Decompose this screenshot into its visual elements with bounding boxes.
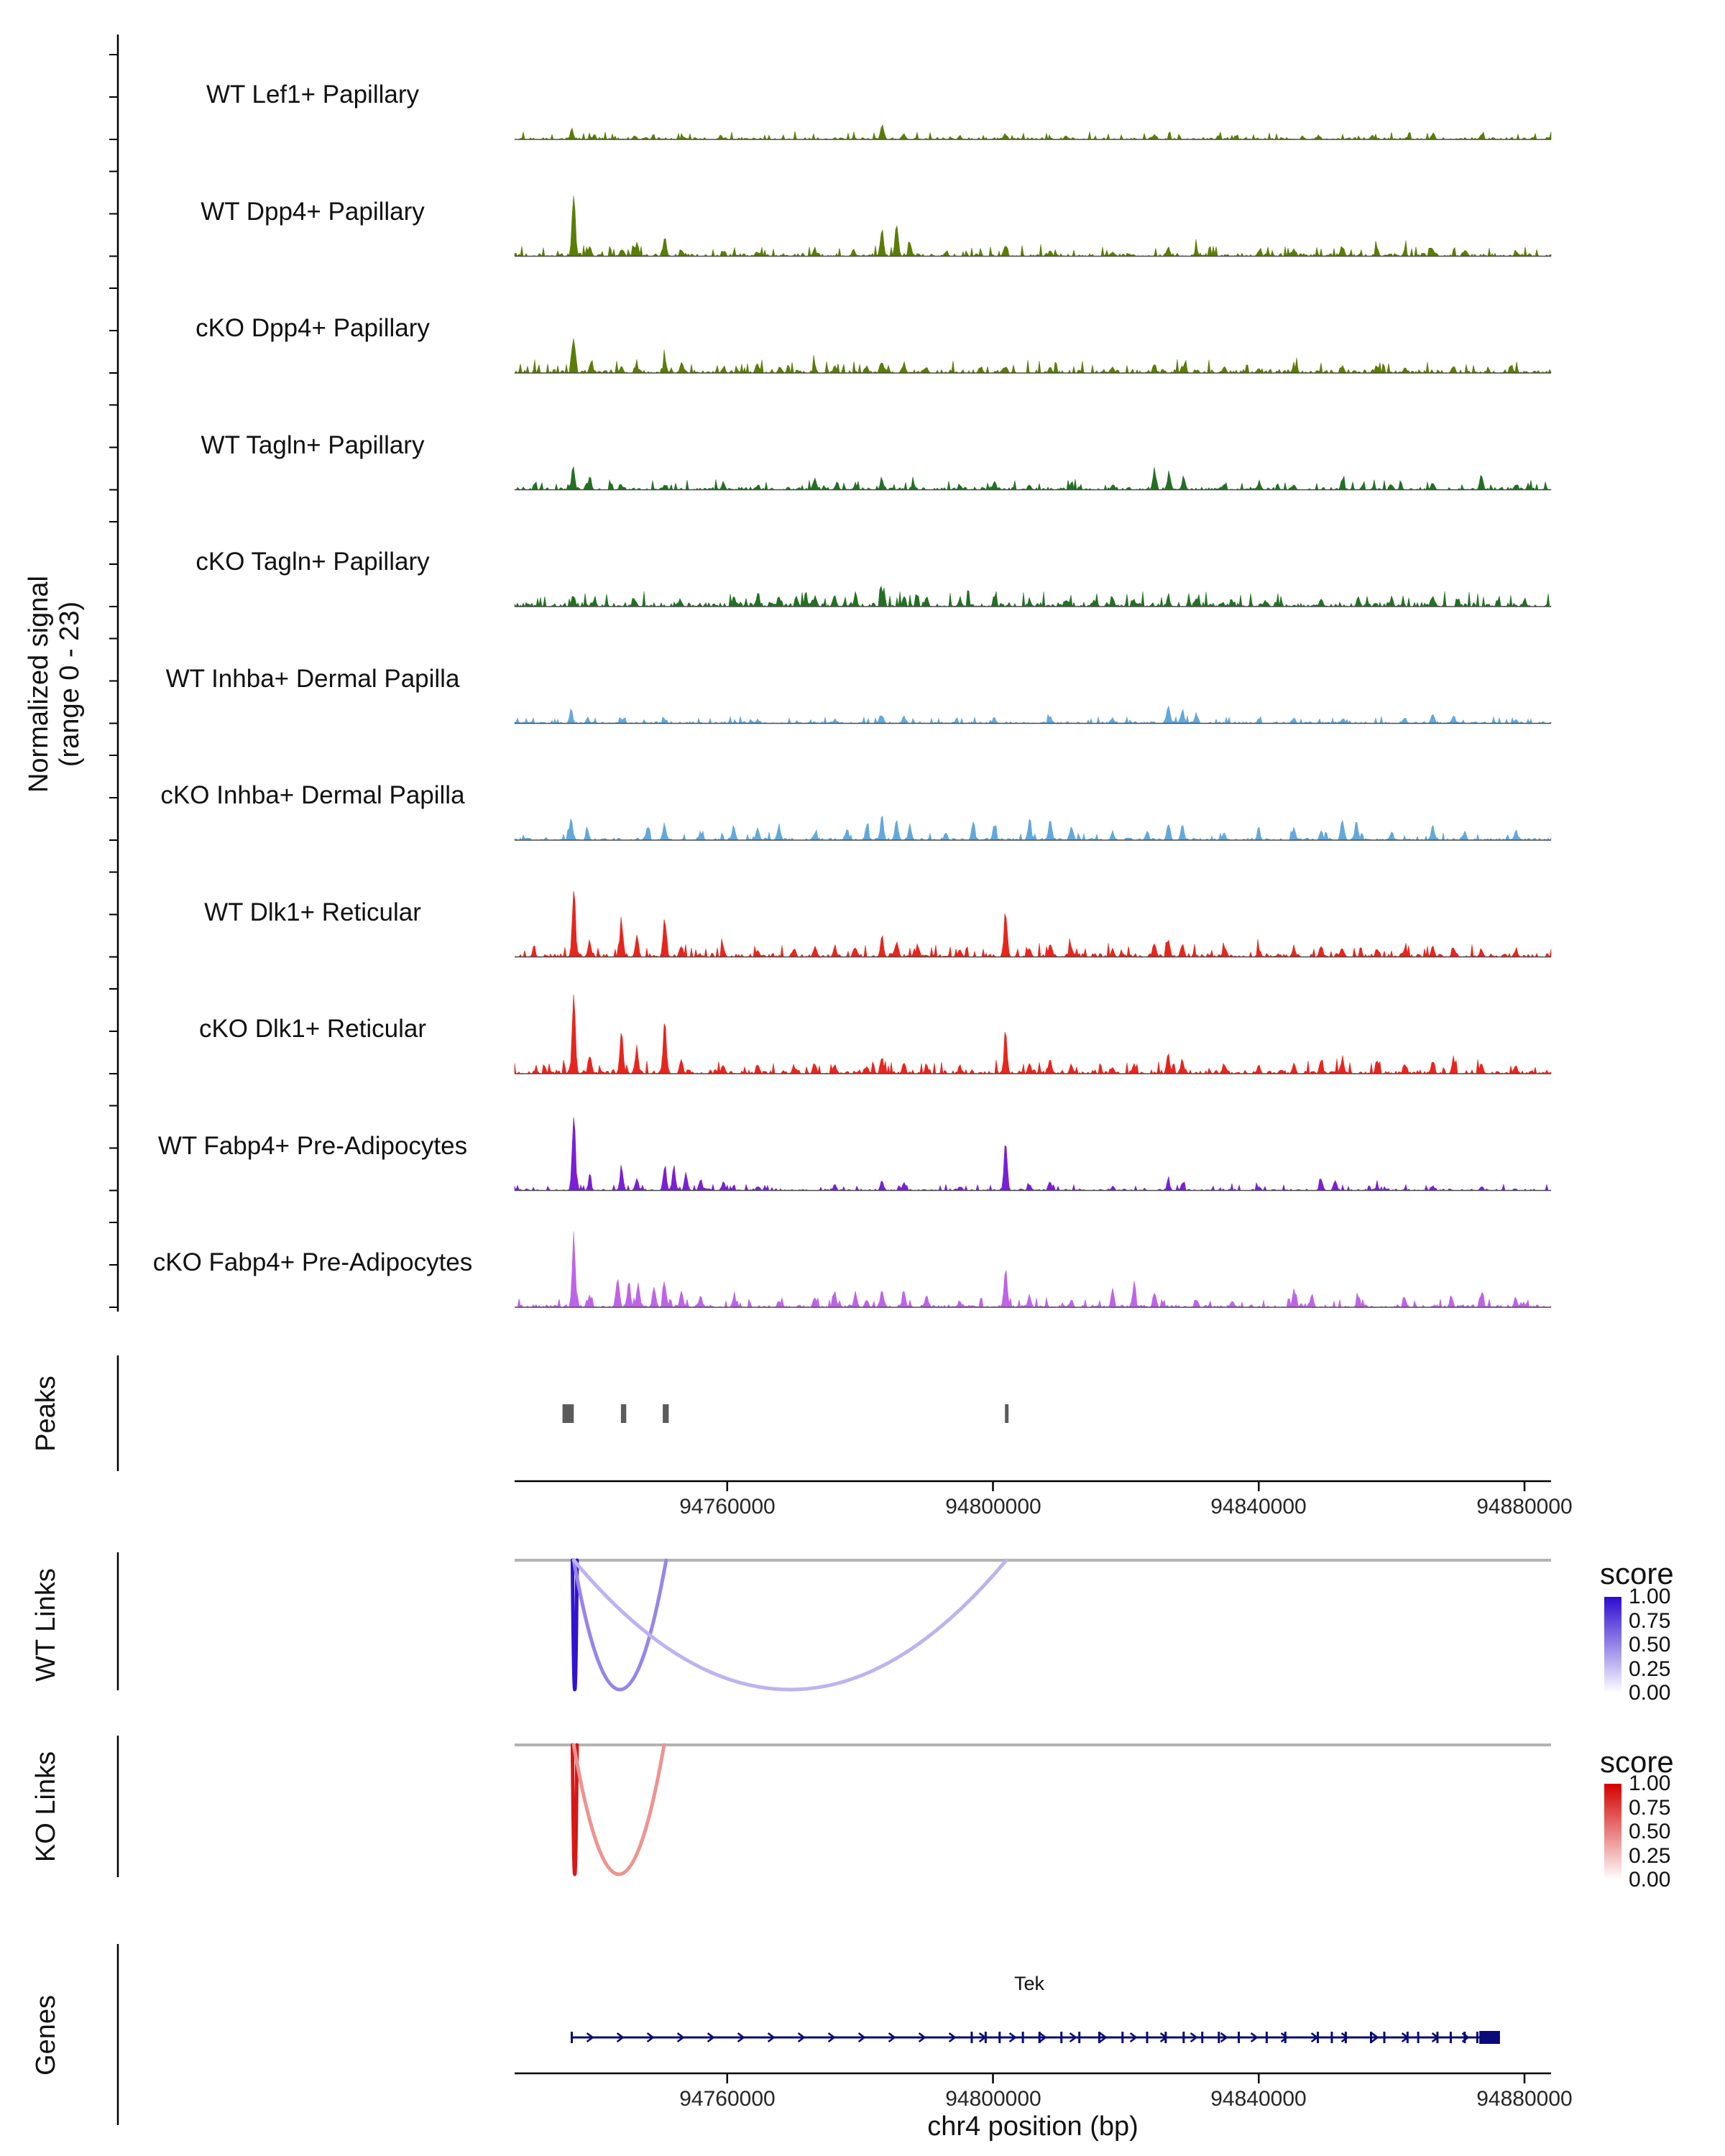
wt-legend-0.25: 0.25 — [1629, 1657, 1671, 1681]
track-label-cko-tagln: cKO Tagln+ Papillary — [196, 548, 430, 576]
wt-score-legend-gradient — [1604, 1597, 1622, 1693]
wt-legend-0.50: 0.50 — [1629, 1633, 1671, 1657]
x-tick-bottom-1: 94760000 — [679, 2087, 776, 2111]
wt-legend-0.75: 0.75 — [1629, 1609, 1671, 1633]
wt-legend-0.00: 0.00 — [1629, 1681, 1671, 1705]
ko-score-legend-title: score — [1600, 1745, 1674, 1779]
track-label-wt-tagln: WT Tagln+ Papillary — [201, 431, 425, 459]
signal-axis-label-line1: Normalized signal — [24, 576, 54, 793]
x-tick-bottom-2: 94800000 — [945, 2087, 1041, 2111]
x-tick-3: 94840000 — [1210, 1495, 1307, 1519]
track-label-cko-dpp4: cKO Dpp4+ Papillary — [196, 314, 430, 342]
track-label-cko-fabp4: cKO Fabp4+ Pre-Adipocytes — [152, 1248, 473, 1276]
ko-legend-0.00: 0.00 — [1629, 1868, 1671, 1892]
ko-legend-0.25: 0.25 — [1629, 1844, 1671, 1868]
wt-score-legend-title: score — [1600, 1557, 1674, 1590]
gene-name-label: Tek — [1013, 1973, 1045, 1994]
track-label-wt-inhba: WT Inhba+ Dermal Papilla — [165, 665, 460, 693]
track-label-wt-lef1: WT Lef1+ Papillary — [206, 80, 419, 109]
x-tick-bottom-4: 94880000 — [1476, 2087, 1573, 2111]
wt-legend-1.00: 1.00 — [1629, 1585, 1671, 1608]
track-label-cko-dlk1: cKO Dlk1+ Reticular — [198, 1015, 427, 1043]
track-label-wt-fabp4: WT Fabp4+ Pre-Adipocytes — [157, 1132, 468, 1160]
peaks-section-label: Peaks — [31, 1376, 61, 1452]
track-label-wt-dlk1: WT Dlk1+ Reticular — [204, 898, 421, 926]
ko-score-legend-gradient — [1604, 1784, 1622, 1880]
track-label-wt-dpp4: WT Dpp4+ Papillary — [201, 198, 425, 226]
ko-legend-0.75: 0.75 — [1629, 1796, 1671, 1820]
x-tick-4: 94880000 — [1476, 1495, 1573, 1519]
x-tick-1: 94760000 — [679, 1495, 776, 1519]
ko-legend-1.00: 1.00 — [1629, 1772, 1671, 1795]
x-tick-2: 94800000 — [945, 1495, 1041, 1519]
track-label-cko-inhba: cKO Inhba+ Dermal Papilla — [160, 781, 465, 809]
genes-section-label: Genes — [31, 1995, 61, 2076]
ko-links-section-label: KO Links — [31, 1751, 61, 1863]
x-axis-title: chr4 position (bp) — [927, 2111, 1138, 2142]
ko-legend-0.50: 0.50 — [1629, 1820, 1671, 1843]
x-tick-bottom-3: 94840000 — [1210, 2087, 1307, 2111]
